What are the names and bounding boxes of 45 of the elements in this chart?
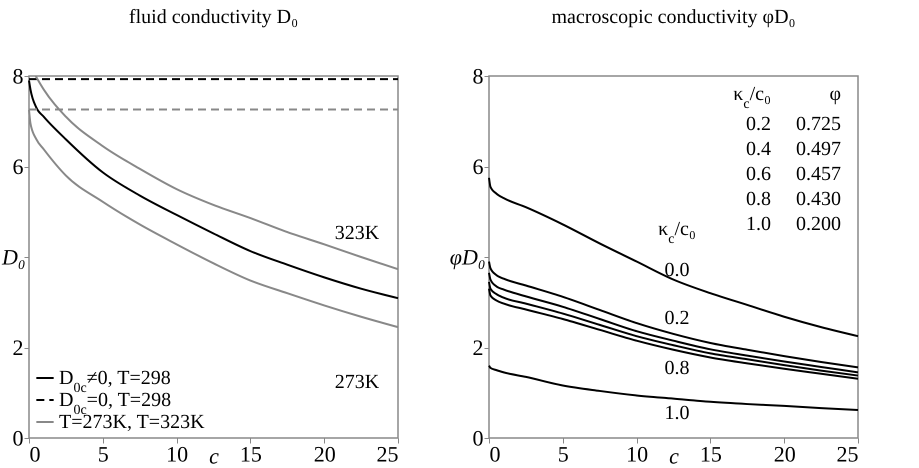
- y-tick-label: 6: [472, 154, 484, 179]
- x-tick-label: 25: [836, 442, 858, 466]
- annotation: 0.2: [746, 113, 771, 135]
- annotation: 0.2: [664, 307, 690, 329]
- annotation: κ$_{c}$/c₀: [658, 218, 696, 246]
- y-tick-label: 8: [12, 64, 24, 88]
- annotation: 0.0: [664, 259, 690, 281]
- y-tick-label: 6: [12, 154, 24, 179]
- annotation: 0.8: [746, 188, 771, 210]
- x-tick-label: 10: [626, 442, 648, 466]
- x-tick-label: 20: [774, 442, 796, 466]
- x-tick-label: 10: [166, 442, 188, 466]
- chart-title: macroscopic conductivity φD₀: [551, 6, 796, 28]
- annotation: κ$_{c}$/c₀: [733, 83, 772, 112]
- annotation: 0.430: [796, 188, 841, 210]
- x-tick-label: 20: [314, 442, 336, 466]
- x-tick-label: 0: [30, 442, 40, 466]
- annotation: 0.8: [664, 357, 690, 379]
- annotation: 323K: [334, 222, 380, 244]
- y-axis-title: D₀: [0, 244, 26, 270]
- annotation: 1.0: [664, 402, 690, 424]
- annotation: 0.6: [746, 163, 771, 185]
- y-axis-title: φD₀: [450, 244, 486, 270]
- y-tick-label: 8: [472, 64, 484, 88]
- annotation: φ: [829, 83, 841, 105]
- y-tick-label: 2: [12, 335, 24, 360]
- x-tick-label: 5: [98, 442, 109, 466]
- annotation: 0.4: [746, 138, 771, 160]
- y-tick-label: 2: [472, 335, 484, 360]
- annotation: 0.497: [796, 138, 841, 160]
- x-tick-label: 0: [490, 442, 500, 466]
- annotation: 273K: [334, 371, 380, 393]
- y-tick-label: 0: [472, 426, 484, 450]
- chart-title: fluid conductivity D₀: [128, 6, 298, 28]
- x-tick-label: 15: [240, 442, 262, 466]
- annotation: 0.457: [796, 163, 841, 185]
- x-tick-label: 5: [558, 442, 569, 466]
- x-tick-label: 25: [376, 442, 398, 466]
- x-axis-title: c: [209, 444, 220, 468]
- y-tick-label: 0: [12, 426, 24, 450]
- annotation: 0.200: [796, 213, 841, 235]
- x-tick-label: 15: [700, 442, 722, 466]
- x-axis-title: c: [669, 444, 680, 468]
- annotation: 0.725: [796, 113, 841, 135]
- annotation: 1.0: [746, 213, 771, 235]
